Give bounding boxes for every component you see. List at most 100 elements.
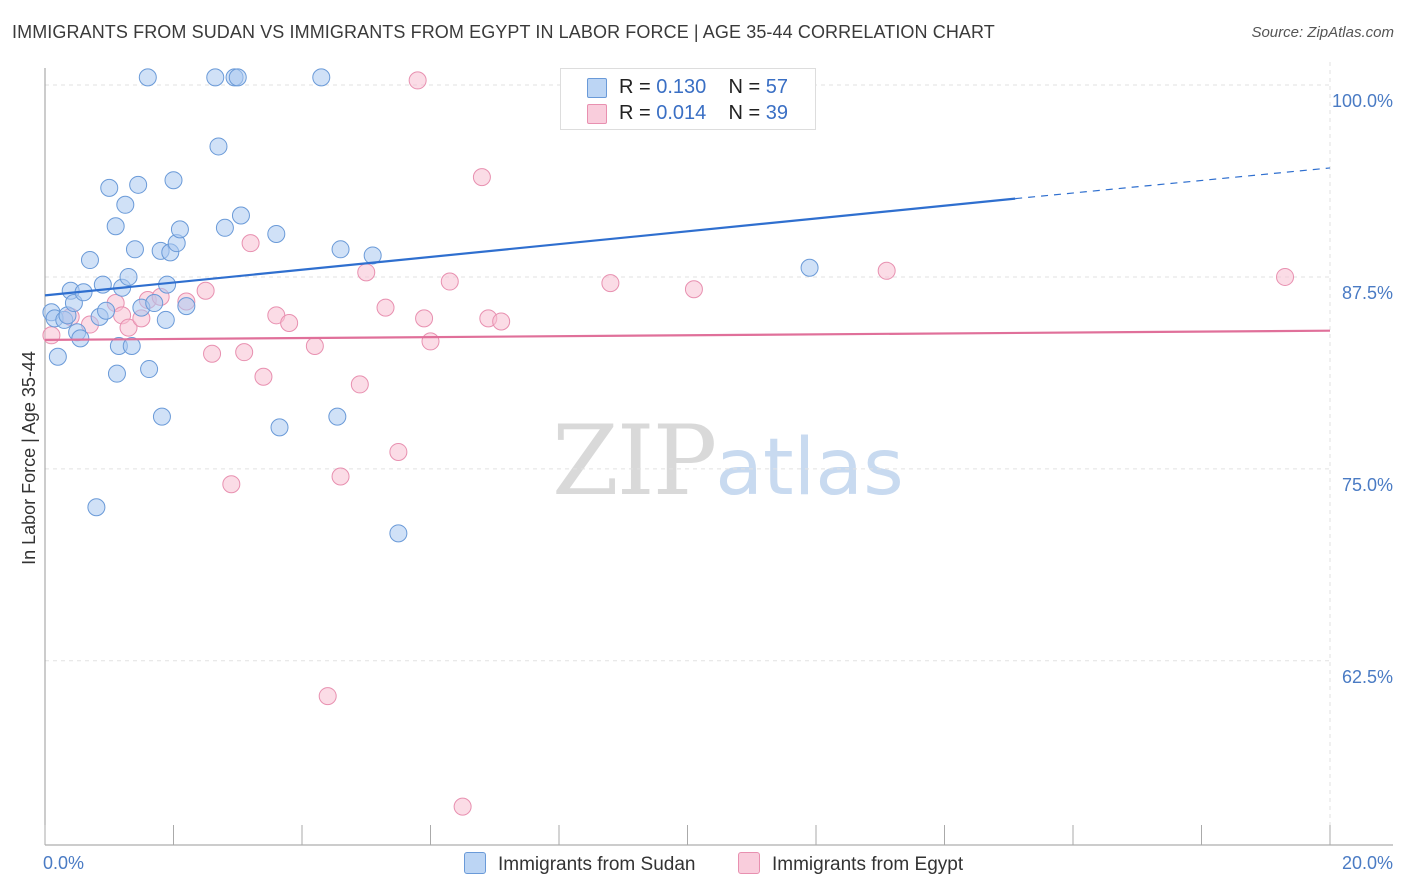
sudan-r-value: 0.130 [656,76,707,98]
sudan-point [215,218,234,237]
sudan-point [106,217,125,236]
egypt-point [376,298,395,317]
x-tick-label: 20.0% [1342,853,1393,873]
egypt-point [408,71,427,90]
bottom-egypt-swatch [738,852,760,874]
y-tick-label: 87.5% [1342,283,1393,303]
watermark: ZIPatlas [552,405,904,517]
egypt-point [357,263,376,282]
egypt-r-label: R = [619,102,657,124]
sudan-trend-extension [1015,167,1331,200]
egypt-n-value: 39 [765,102,789,124]
sudan-point [164,171,183,190]
sudan-point [125,240,144,259]
egypt-point [492,312,511,331]
egypt-point [440,272,459,291]
bottom-legend-sudan: Immigrants from Sudan [464,852,695,876]
egypt-n-label: N = [728,102,766,124]
egypt-point [305,337,324,356]
sudan-point [152,407,171,426]
sudan-point [145,294,164,313]
sudan-point [100,178,119,197]
gridlines [45,62,1331,845]
watermark-atlas: atlas [715,423,904,513]
chart-title: IMMIGRANTS FROM SUDAN VS IMMIGRANTS FROM… [12,22,995,42]
y-tick-label: 100.0% [1332,91,1393,111]
sudan-point [800,258,819,277]
sudan-points [42,68,819,543]
sudan-point [80,251,99,270]
sudan-point [267,224,286,243]
sudan-point [331,240,350,259]
egypt-swatch [587,104,607,124]
watermark-zip: ZIP [552,405,717,517]
egypt-point [415,309,434,328]
egypt-trend-line [44,329,1331,341]
bottom-legend-egypt: Immigrants from Egypt [738,852,963,876]
sudan-point [71,329,90,348]
sudan-point [87,498,106,517]
sudan-point [209,137,228,156]
bottom-sudan-label: Immigrants from Sudan [498,854,696,875]
egypt-point [421,332,440,351]
sudan-point [156,310,175,329]
egypt-point [235,343,254,362]
egypt-point [280,314,299,332]
egypt-point [254,367,273,386]
sudan-n-value: 57 [765,76,789,98]
axes [44,68,1393,846]
sudan-point [116,195,135,214]
sudan-point [129,175,148,194]
trend-lines [44,167,1331,341]
sudan-point [122,337,141,356]
egypt-point [472,168,491,187]
egypt-point [601,274,620,293]
correlation-legend: R = 0.130 N = 57 R = 0.014 N = 39 [560,68,816,130]
y-tick-label: 62.5% [1342,667,1393,687]
bottom-egypt-label: Immigrants from Egypt [772,854,964,875]
bottom-sudan-swatch [464,852,486,874]
egypt-point [196,281,215,300]
egypt-point [684,280,703,299]
y-tick-label: 75.0% [1342,475,1393,495]
egypt-point [222,475,241,494]
sudan-point [140,360,159,379]
egypt-point [203,344,222,363]
sudan-point [119,267,138,286]
sudan-point [206,68,225,87]
egypt-point [389,442,408,461]
sudan-point [231,206,250,225]
sudan-n-label: N = [728,76,766,98]
sudan-point [228,68,247,87]
sudan-point [312,68,331,87]
egypt-point [877,261,896,280]
sudan-point [48,347,67,366]
egypt-point [1276,267,1295,286]
source-label: Source: ZipAtlas.com [1251,24,1394,41]
egypt-point [331,467,350,486]
sudan-point [270,418,289,437]
x-tick-label: 0.0% [43,853,84,873]
sudan-point [363,246,382,265]
sudan-r-label: R = [619,76,657,98]
sudan-point [107,364,126,383]
sudan-point [138,68,157,87]
egypt-point [350,375,369,394]
egypt-point [241,234,260,253]
sudan-swatch [587,78,607,98]
egypt-point [42,326,61,345]
y-axis-label: In Labor Force | Age 35-44 [19,351,39,565]
egypt-points [42,71,1295,816]
sudan-trend-line [44,197,1016,297]
egypt-point [119,318,138,337]
sudan-point [328,407,347,426]
egypt-r-value: 0.014 [656,102,707,124]
tick-labels: 100.0% 87.5% 75.0% 62.5% 0.0% 20.0% [43,91,1393,873]
sudan-point [170,220,189,239]
sudan-point [177,297,196,316]
egypt-point [318,687,337,706]
sudan-point [97,301,116,320]
egypt-point [453,797,472,816]
sudan-point [389,524,408,543]
